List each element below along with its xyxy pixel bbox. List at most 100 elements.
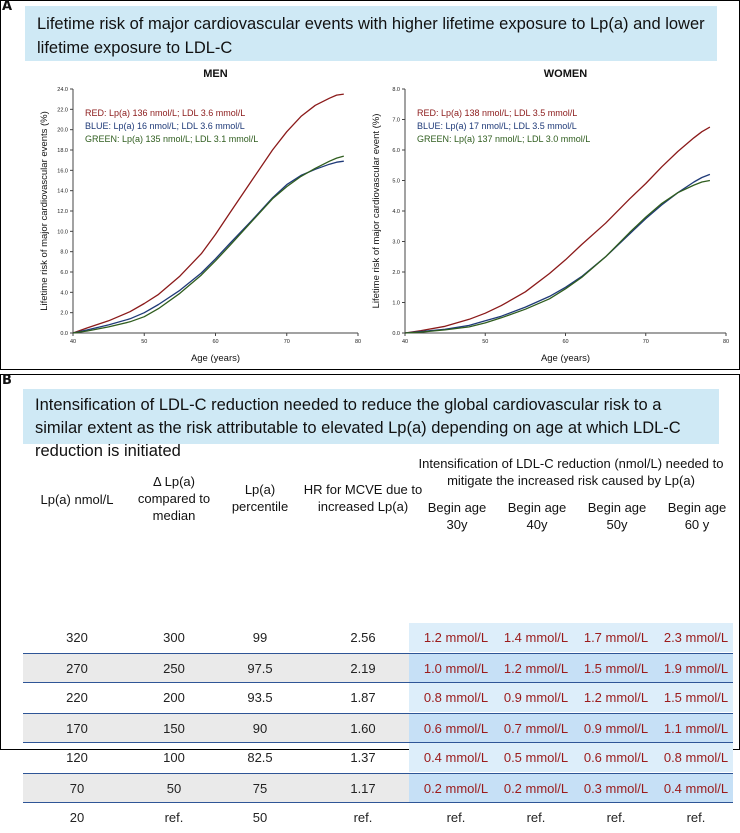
header-age-40: Begin age 40y: [507, 500, 567, 532]
chart-0-y-tick-label-8: 16.0: [57, 168, 68, 174]
chart-0-y-tick-label-3: 6.0: [60, 270, 68, 276]
header-age-50: Begin age 50y: [587, 500, 647, 532]
cell-delta: 200: [163, 690, 185, 705]
chart-1-annotation-red: RED: Lp(a) 138 nmol/L; LDL 3.5 mmol/L: [417, 108, 577, 118]
chart-1-series-red: [404, 126, 711, 334]
chart-0-x-tick-label-2: 60: [212, 339, 218, 345]
cell-lpa: 320: [66, 630, 88, 645]
cell-a30: 0.2 mmol/L: [423, 780, 489, 796]
chart-0-x-tick-label-3: 70: [284, 339, 290, 345]
cell-a60: 0.4 mmol/L: [663, 780, 729, 796]
cell-a30: 1.2 mmol/L: [423, 630, 489, 645]
chart-0-y-tick-label-9: 18.0: [57, 148, 68, 154]
cell-percentile: 97.5: [247, 660, 273, 676]
chart-1-annotation-green: GREEN: Lp(a) 137 nmol/L; LDL 3.0 mmol/L: [417, 134, 590, 144]
chart-1-y-tick-label-1: 1.0: [392, 301, 400, 307]
chart-1-x-label: Age (years): [541, 353, 590, 364]
cell-a50: ref.: [606, 810, 626, 825]
panel-b: B Intensification of LDL-C reduction nee…: [0, 373, 740, 825]
cell-a40: 0.9 mmol/L: [503, 690, 569, 705]
cell-a40: 1.4 mmol/L: [503, 630, 569, 645]
chart-1-y-tick-label-2: 2.0: [392, 270, 400, 276]
cell-a40: 0.5 mmol/L: [503, 750, 569, 765]
cell-delta: 300: [163, 630, 185, 645]
cell-a60: ref.: [686, 810, 706, 825]
cell-a30: ref.: [446, 810, 466, 825]
cell-lpa: 270: [66, 660, 88, 676]
header-delta: Δ Lp(a) compared to median: [137, 474, 211, 523]
cell-percentile: 93.5: [247, 690, 273, 705]
chart-0-x-tick-label-0: 40: [70, 339, 76, 345]
chart-men: MEN 0.0 2.0 4.0 6.0 8.0 10.0 12.0 14.0 16.0 18.0 20…: [39, 68, 361, 364]
cell-delta: ref.: [164, 810, 184, 825]
chart-1-y-tick-label-3: 3.0: [392, 240, 400, 246]
chart-0-y-tick-label-12: 24.0: [57, 87, 68, 93]
chart-1-x-tick-label-3: 70: [643, 339, 649, 345]
highlight-cell-block: [409, 654, 733, 682]
chart-1-x-tick-label-4: 80: [723, 339, 729, 345]
cell-a60: 1.9 mmol/L: [663, 660, 729, 676]
table-row: 20 ref. 50 ref. ref. ref. ref. ref.: [23, 803, 733, 833]
highlight-cell-block: [409, 714, 733, 742]
chart-0-y-tick-label-6: 12.0: [57, 209, 68, 215]
cell-a30: 0.6 mmol/L: [423, 720, 489, 736]
panel-a-banner: Lifetime risk of major cardiovascular ev…: [25, 6, 717, 61]
cell-percentile: 82.5: [247, 750, 273, 765]
chart-1-x-tick-label-2: 60: [562, 339, 568, 345]
cell-a40: 0.2 mmol/L: [503, 780, 569, 796]
chart-1-annotation-blue: BLUE: Lp(a) 17 nmol/L; LDL 3.5 mmol/L: [417, 121, 577, 131]
cell-hr: 1.37: [350, 750, 376, 765]
cell-a60: 2.3 mmol/L: [663, 630, 729, 645]
panel-b-banner: Intensification of LDL-C reduction neede…: [23, 389, 719, 460]
chart-0-annotation-red: RED: Lp(a) 136 nmol/L; LDL 3.6 mmol/L: [85, 108, 245, 118]
cell-a50: 0.9 mmol/L: [583, 720, 649, 736]
cell-a50: 0.3 mmol/L: [583, 780, 649, 796]
chart-0-title: MEN: [203, 68, 228, 80]
chart-0-x-tick-label-4: 80: [355, 339, 361, 345]
cell-percentile: 50: [252, 810, 268, 825]
header-age-30: Begin age 30y: [427, 500, 487, 532]
cell-delta: 50: [166, 780, 182, 796]
cell-hr: 2.19: [350, 660, 376, 676]
cell-a30: 0.4 mmol/L: [423, 750, 489, 765]
table-rows: 320 300 99 2.56 1.2 mmol/L 1.4 mmol/L 1.7 mmol…: [23, 623, 733, 833]
cell-lpa: 170: [66, 720, 88, 736]
chart-1-series-blue: [404, 173, 711, 334]
cell-hr: 1.17: [350, 780, 376, 796]
chart-1-y-tick-label-5: 5.0: [392, 179, 400, 185]
cell-lpa: 20: [69, 810, 85, 825]
cell-hr: ref.: [353, 810, 373, 825]
header-intensification-group: Intensification of LDL-C reduction (nmol…: [418, 456, 724, 488]
chart-1-y-tick-label-7: 7.0: [392, 118, 400, 124]
table-row: 70 50 75 1.17 0.2 mmol/L 0.2 mmol/L 0.3 mmol/L…: [23, 773, 733, 803]
chart-0-series-blue: [72, 160, 344, 334]
chart-0-annotation-green: GREEN: Lp(a) 135 nmol/L; LDL 3.1 mmol/L: [85, 134, 258, 144]
chart-1-y-tick-label-8: 8.0: [392, 87, 400, 93]
cell-delta: 250: [163, 660, 185, 676]
chart-0-y-tick-label-1: 2.0: [60, 311, 68, 317]
cell-a60: 0.8 mmol/L: [663, 750, 729, 765]
chart-0-y-tick-label-10: 20.0: [57, 128, 68, 134]
cell-lpa: 70: [69, 780, 85, 796]
table-row: 170 150 90 1.60 0.6 mmol/L 0.7 mmol/L 0.9 mmol…: [23, 713, 733, 743]
chart-1-y-tick-label-6: 6.0: [392, 148, 400, 154]
panel-a: A Lifetime risk of major cardiovascular …: [0, 0, 740, 370]
cell-a50: 1.7 mmol/L: [583, 630, 649, 645]
table-row: 220 200 93.5 1.87 0.8 mmol/L 0.9 mmol/L 1.2 mm…: [23, 683, 733, 713]
chart-1-y-tick-label-0: 0.0: [392, 331, 400, 337]
chart-1-y-tick-label-4: 4.0: [392, 209, 400, 215]
table-row: 120 100 82.5 1.37 0.4 mmol/L 0.5 mmol/L 0.6 mm…: [23, 743, 733, 773]
cell-a30: 0.8 mmol/L: [423, 690, 489, 705]
chart-0-annotation-blue: BLUE: Lp(a) 16 nmol/L; LDL 3.6 mmol/L: [85, 121, 245, 131]
cell-a60: 1.1 mmol/L: [663, 720, 729, 736]
cell-a50: 1.2 mmol/L: [583, 690, 649, 705]
cell-lpa: 120: [66, 750, 88, 765]
cell-percentile: 90: [252, 720, 268, 736]
header-lpa: Lp(a) nmol/L: [40, 492, 114, 507]
chart-1-title: WOMEN: [544, 68, 587, 80]
chart-0-x-tick-label-1: 50: [141, 339, 147, 345]
cell-a60: 1.5 mmol/L: [663, 690, 729, 705]
cell-delta: 100: [163, 750, 185, 765]
cell-a40: 1.2 mmol/L: [503, 660, 569, 676]
chart-0-y-tick-label-0: 0.0: [60, 331, 68, 337]
